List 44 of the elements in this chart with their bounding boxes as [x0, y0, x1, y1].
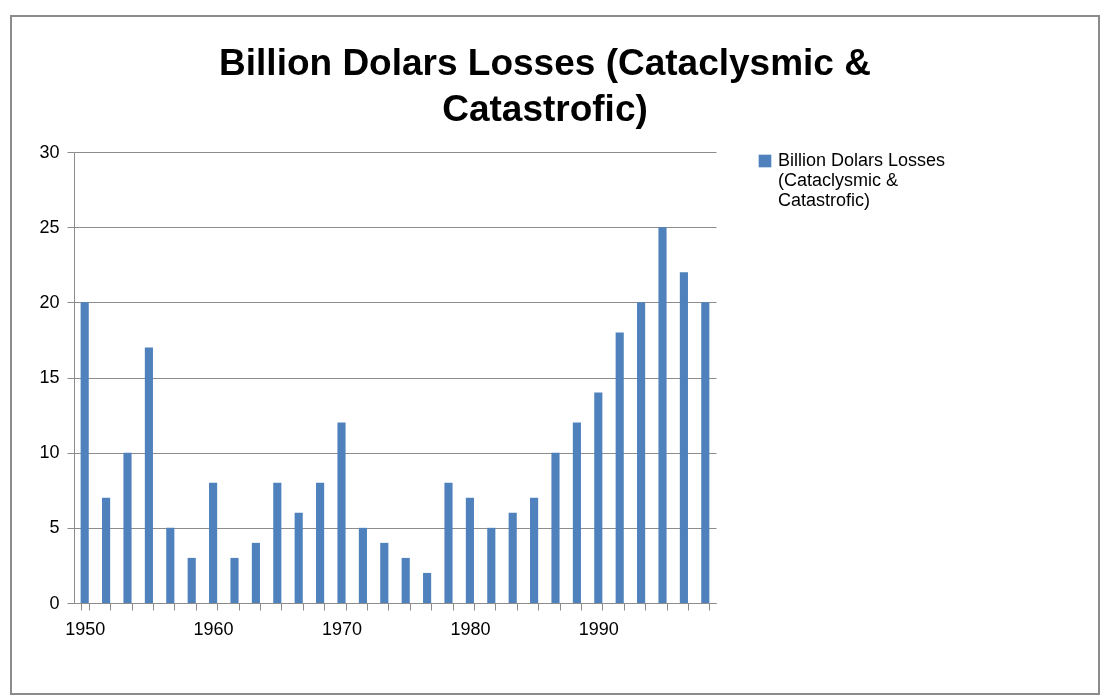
bar — [80, 302, 89, 603]
chart-title: Billion Dolars Losses (Cataclysmic & Catastrofic) — [219, 42, 871, 129]
bar — [701, 302, 710, 603]
bar — [273, 482, 282, 603]
bar — [380, 542, 389, 603]
y-tick-label: 0 — [49, 592, 60, 613]
y-tick-label: 30 — [39, 141, 60, 162]
bar — [572, 422, 581, 603]
x-tick-label: 1950 — [65, 618, 106, 639]
y-tick-label: 25 — [39, 216, 60, 237]
bar — [423, 572, 432, 603]
bar — [230, 557, 239, 603]
bar — [679, 272, 688, 603]
x-tick-label: 1960 — [193, 618, 234, 639]
bar — [530, 497, 539, 603]
y-tick-label: 10 — [39, 442, 60, 463]
bar — [123, 452, 132, 603]
bar — [209, 482, 218, 603]
bar — [251, 542, 260, 603]
x-tick-label: 1970 — [321, 618, 363, 639]
bar — [594, 392, 603, 603]
y-tick-label: 20 — [39, 291, 60, 312]
y-tick-label: 5 — [49, 517, 60, 538]
bar — [166, 527, 175, 603]
bar — [102, 497, 111, 603]
bar — [658, 227, 667, 603]
bar — [444, 482, 453, 603]
bar — [316, 482, 325, 603]
bar — [187, 557, 196, 603]
y-tick-label: 15 — [39, 367, 60, 387]
bar — [637, 302, 646, 603]
bar — [401, 557, 410, 603]
bar — [144, 347, 153, 603]
bar — [615, 332, 624, 603]
legend-label: Billion Dolars Losses (Cataclysmic & Catastrofic) — [778, 150, 946, 210]
bar — [487, 527, 496, 603]
bar — [508, 512, 517, 603]
bar — [294, 512, 303, 603]
x-tick-label: 1990 — [578, 618, 619, 639]
bar — [337, 422, 346, 603]
bar — [551, 452, 560, 603]
bar — [465, 497, 474, 603]
bar — [358, 527, 367, 603]
x-tick-label: 1980 — [450, 618, 491, 639]
